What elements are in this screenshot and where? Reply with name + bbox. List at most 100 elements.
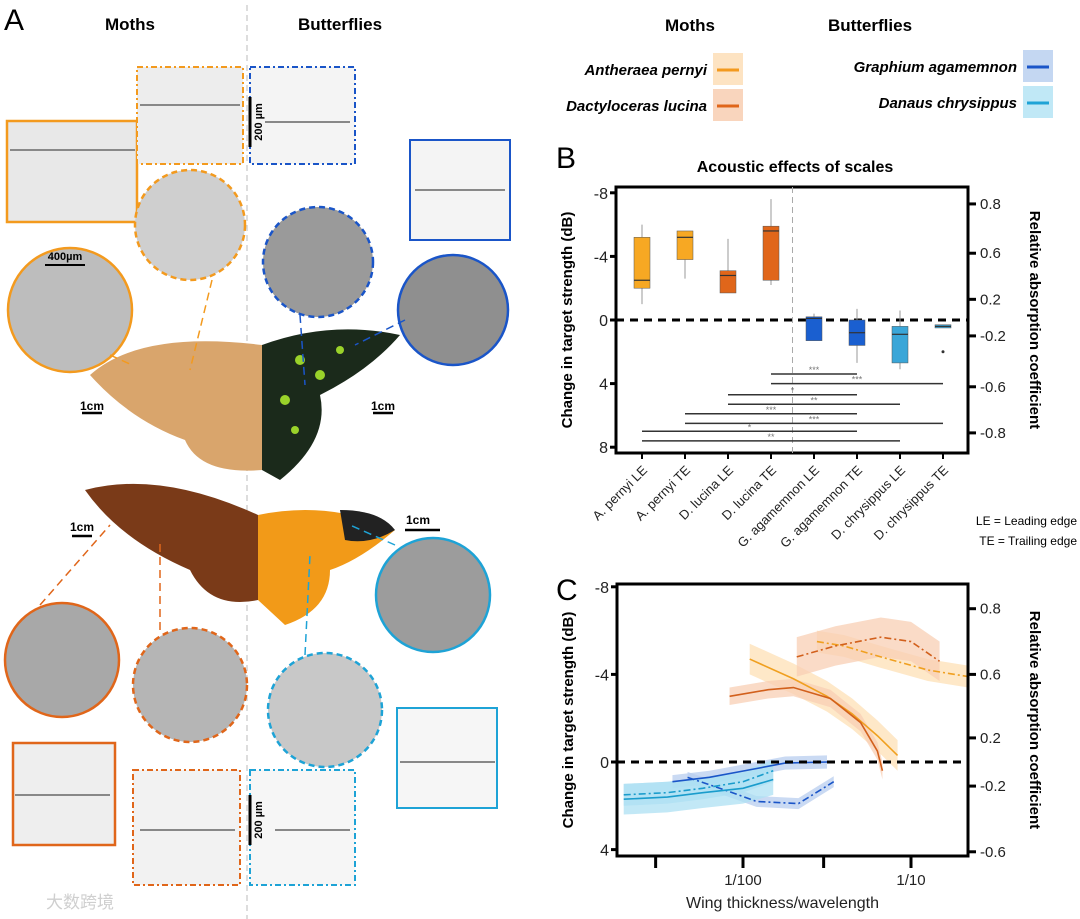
panel-a: A Moths Butterflies 200 µm 200 µm bbox=[3, 4, 511, 919]
significance-label: ** bbox=[810, 395, 818, 405]
y-tick-label: -8 bbox=[595, 580, 609, 597]
sem-circle-moth1 bbox=[6, 246, 134, 374]
significance-label: *** bbox=[809, 414, 820, 424]
panel-c-chart: C -8 -4 0 4 0.8 0.6 0.2 -0.2 -0.6 Change in targe… bbox=[556, 574, 1043, 912]
y2-tick-label: 0.8 bbox=[980, 601, 1001, 618]
x-tick-label: 1/100 bbox=[724, 872, 762, 889]
moth-antheraea-pernyi bbox=[90, 341, 262, 471]
edge-key-te: TE = Trailing edge bbox=[979, 534, 1077, 548]
sem-circle-butterfly2-zoom bbox=[266, 651, 384, 769]
y-tick-label: -4 bbox=[595, 667, 609, 684]
watermark: 大数跨境 bbox=[46, 893, 114, 912]
series-line bbox=[623, 770, 774, 796]
y-tick-label: -8 bbox=[594, 186, 608, 203]
plot-frame bbox=[615, 582, 970, 858]
significance-label: * bbox=[748, 422, 752, 432]
y2-axis-label: Relative absorption coefficient bbox=[1026, 211, 1043, 429]
confidence-band bbox=[796, 617, 940, 681]
y2-axis-label: Relative absorption coefficient bbox=[1026, 611, 1043, 829]
connector-lines bbox=[39, 279, 406, 656]
box-outlier bbox=[941, 350, 945, 354]
box bbox=[633, 237, 651, 289]
edge-key-le: LE = Leading edge bbox=[976, 514, 1077, 528]
y-tick-label: -4 bbox=[594, 249, 608, 266]
x-tick-label: 1/10 bbox=[896, 872, 925, 889]
confidence-band bbox=[729, 678, 883, 780]
sem-circle-moth1-zoom bbox=[133, 168, 247, 282]
y2-tick-label: -0.8 bbox=[980, 425, 1006, 442]
x-tick-label: G. agamemnon LE bbox=[734, 462, 822, 550]
y2-tick-label: 0.6 bbox=[980, 245, 1001, 262]
y-axis-label: Change in target strength (dB) bbox=[559, 212, 576, 429]
series-line bbox=[796, 636, 941, 662]
confidence-band bbox=[687, 771, 834, 810]
significance-label: *** bbox=[809, 365, 820, 375]
legend-butterflies-heading: Butterflies bbox=[828, 16, 912, 35]
scale-feather-strokes bbox=[10, 104, 505, 831]
panel-b-chart: B Acoustic effects of scales -8 -4 0 4 8 0.8 0.… bbox=[556, 142, 1043, 551]
sem-rect-moth2-scale bbox=[132, 769, 241, 886]
scale-label-1cm-butterfly-top: 1cm bbox=[371, 399, 395, 413]
legend-entry-label: Antheraea pernyi bbox=[583, 62, 707, 79]
significance-label: * bbox=[791, 386, 795, 396]
box bbox=[762, 225, 780, 281]
sem-circle-moth2-zoom bbox=[131, 626, 249, 744]
moth-dactyloceras-lucina bbox=[85, 483, 258, 602]
scale-label-1cm-moth-bottom: 1cm bbox=[70, 520, 94, 534]
confidence-band bbox=[623, 759, 774, 806]
y2-tick-label: 0.2 bbox=[980, 291, 1001, 308]
box bbox=[719, 270, 737, 294]
series-line bbox=[729, 686, 884, 771]
legend: Moths Butterflies Antheraea pernyi Dactyl… bbox=[566, 16, 1053, 121]
y2-tick-label: 0.2 bbox=[980, 730, 1001, 747]
x-tick-label: D. chrysippus TE bbox=[871, 462, 952, 543]
series-line bbox=[816, 640, 969, 678]
y2-tick-label: -0.2 bbox=[980, 778, 1006, 795]
butterflies-heading: Butterflies bbox=[298, 15, 382, 34]
y-tick-label: 4 bbox=[600, 843, 609, 860]
y2-tick-label: -0.6 bbox=[980, 379, 1006, 396]
scale-label-1cm-butterfly-bottom: 1cm bbox=[406, 513, 430, 527]
x-tick-label: G. agamemnon TE bbox=[777, 462, 865, 550]
sem-circle-butterfly1 bbox=[396, 253, 510, 367]
legend-moths-heading: Moths bbox=[665, 16, 715, 35]
moths-heading: Moths bbox=[105, 15, 155, 34]
y2-tick-label: -0.6 bbox=[980, 844, 1006, 861]
scale-label-1cm-moth-top: 1cm bbox=[80, 399, 104, 413]
panel-b-label: B bbox=[556, 142, 576, 175]
y-tick-label: 0 bbox=[599, 313, 608, 330]
box bbox=[676, 230, 694, 260]
sem-rect-moth1 bbox=[5, 119, 139, 224]
x-tick-label: D. chrysippus LE bbox=[828, 462, 908, 542]
y2-tick-label: 0.6 bbox=[980, 666, 1001, 683]
butterfly-graphium-agamemnon bbox=[262, 329, 400, 480]
y-tick-label: 8 bbox=[599, 440, 608, 457]
scale-label-400um: 400µm bbox=[48, 251, 83, 263]
scale-label-200um-bottom: 200 µm bbox=[253, 801, 265, 839]
y2-tick-label: 0.8 bbox=[980, 196, 1001, 213]
panel-c-label: C bbox=[556, 574, 578, 607]
scale-label-200um-top: 200 µm bbox=[253, 103, 265, 141]
sem-rect-moth1-scale bbox=[136, 66, 244, 165]
butterfly-spots bbox=[280, 346, 344, 434]
y-tick-label: 0 bbox=[600, 755, 609, 772]
significance-label: *** bbox=[852, 375, 863, 385]
series-line bbox=[623, 778, 774, 801]
y-tick-label: 4 bbox=[599, 377, 608, 394]
sem-rect-butterfly2 bbox=[396, 707, 498, 809]
y2-tick-label: -0.2 bbox=[980, 328, 1006, 345]
sem-rect-butterfly2-scale bbox=[249, 769, 356, 886]
legend-entry-label: Dactyloceras lucina bbox=[566, 98, 707, 115]
sem-circle-butterfly2 bbox=[374, 536, 492, 654]
chart-title: Acoustic effects of scales bbox=[697, 159, 894, 176]
butterfly-wingtip bbox=[340, 510, 395, 542]
sem-rect-butterfly1-scale bbox=[249, 66, 356, 165]
y-axis-label: Change in target strength (dB) bbox=[560, 612, 577, 829]
significance-label: ** bbox=[767, 432, 775, 442]
significance-label: *** bbox=[766, 405, 777, 415]
x-axis-label: Wing thickness/wavelength bbox=[686, 895, 879, 912]
panel-a-label: A bbox=[4, 4, 24, 37]
box bbox=[891, 326, 909, 364]
legend-entry-label: Danaus chrysippus bbox=[879, 95, 1017, 112]
